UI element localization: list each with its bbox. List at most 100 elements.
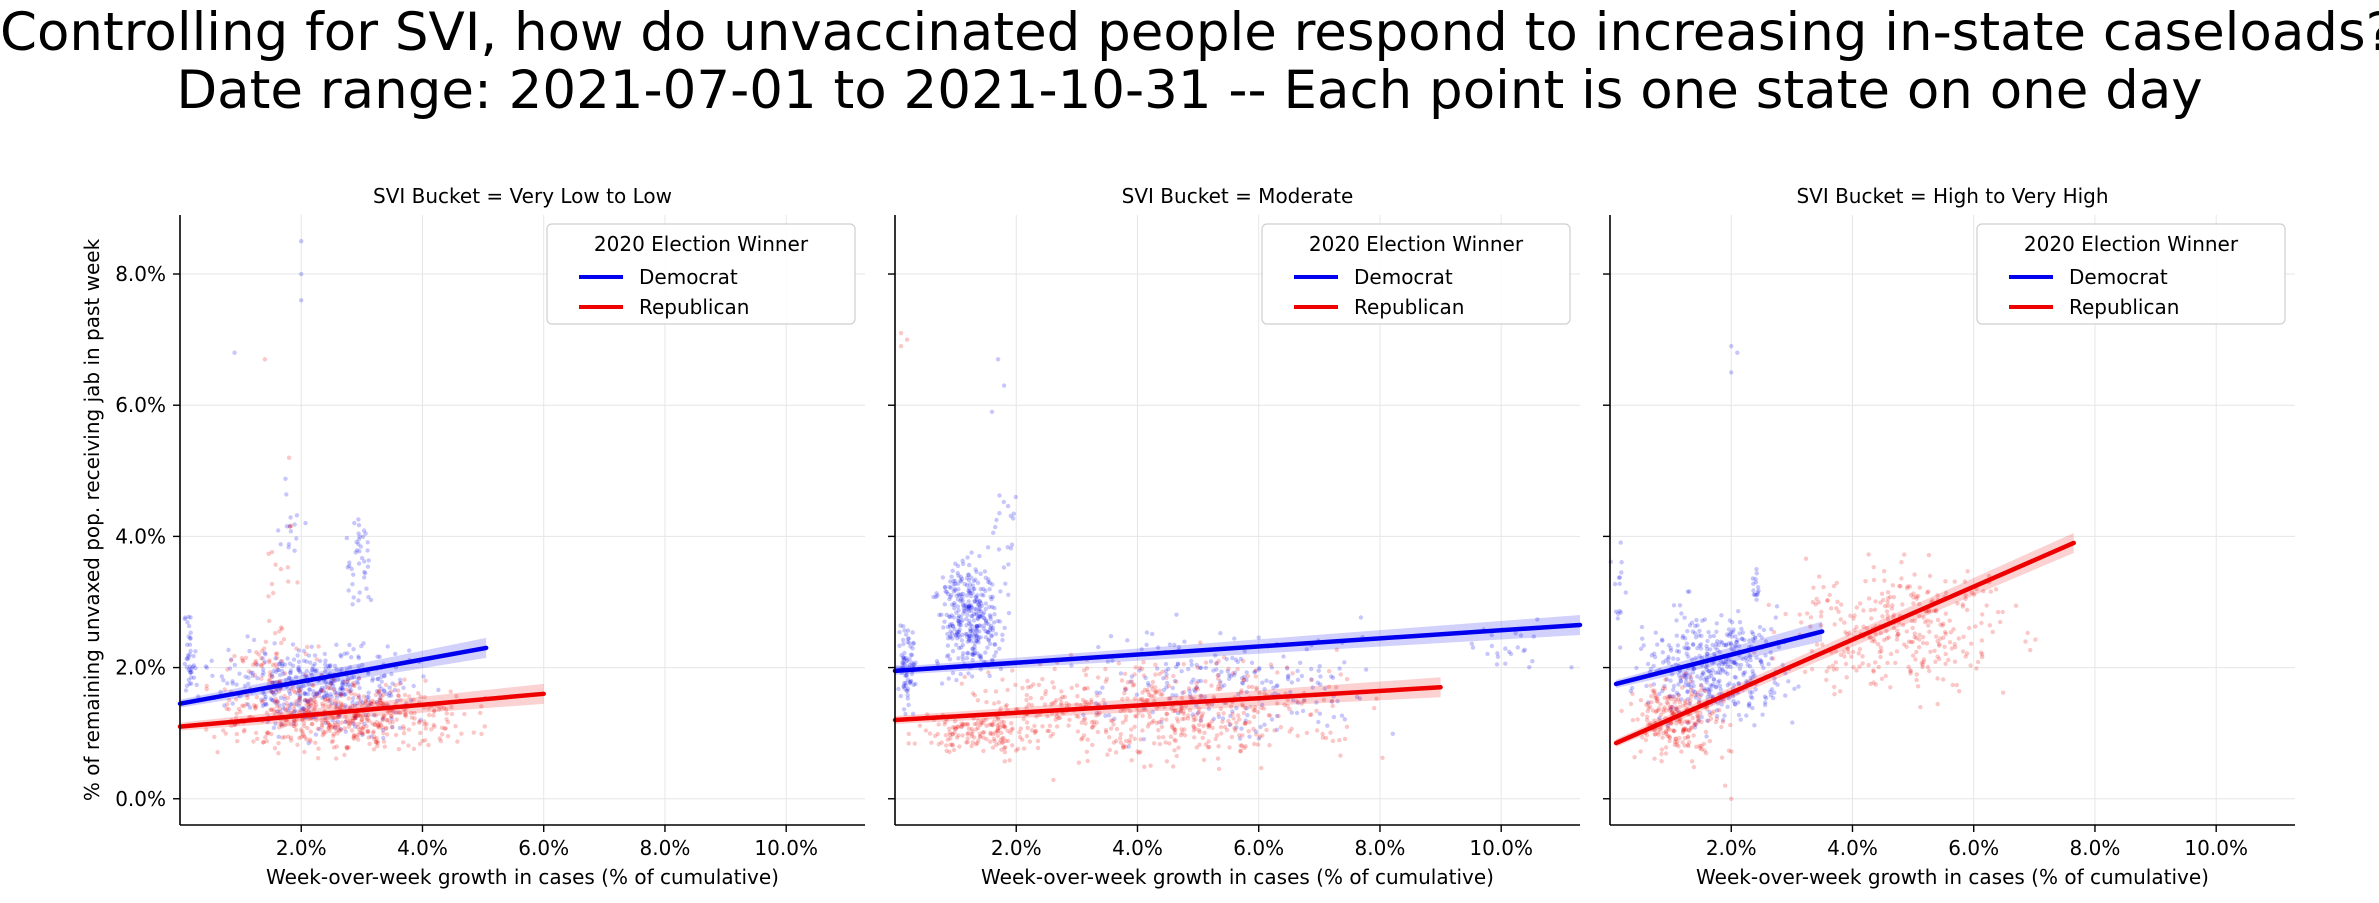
scatter-point [351, 733, 357, 739]
scatter-point [353, 724, 358, 729]
scatter-point [962, 581, 968, 587]
scatter-point [1640, 636, 1645, 641]
scatter-point [398, 697, 403, 702]
scatter-point [1110, 658, 1115, 663]
x-tick-label: 6.0% [1233, 836, 1284, 860]
scatter-point [340, 682, 345, 688]
scatter-point [965, 740, 970, 745]
scatter-point [990, 732, 996, 737]
scatter-point [1189, 658, 1194, 664]
scatter-point [1051, 777, 1056, 783]
scatter-point [1178, 733, 1184, 738]
scatter-point [980, 730, 986, 735]
scatter-point [1199, 694, 1204, 699]
scatter-point [933, 594, 939, 600]
scatter-point [1129, 674, 1135, 679]
scatter-point [1363, 667, 1369, 672]
scatter-point [969, 550, 974, 555]
scatter-point [1153, 685, 1158, 690]
scatter-point [988, 616, 993, 622]
scatter-point [1685, 735, 1691, 740]
scatter-point [1878, 654, 1883, 660]
scatter-point [1876, 664, 1881, 670]
scatter-point [479, 704, 484, 709]
scatter-point [429, 727, 434, 732]
scatter-point [288, 529, 294, 534]
scatter-point [1154, 690, 1159, 695]
scatter-point [311, 706, 316, 711]
scatter-point [391, 709, 396, 715]
scatter-point [1089, 725, 1095, 730]
scatter-point [978, 734, 983, 740]
scatter-point [265, 730, 270, 735]
scatter-point [1911, 653, 1916, 658]
scatter-point [1285, 666, 1290, 671]
scatter-point [478, 710, 483, 716]
scatter-point [1750, 705, 1755, 711]
scatter-point [990, 658, 995, 663]
scatter-point [312, 694, 317, 700]
scatter-point [1744, 713, 1749, 718]
scatter-point [942, 602, 947, 607]
scatter-point [1741, 672, 1746, 678]
scatter-point [952, 602, 957, 608]
scatter-point [1191, 677, 1196, 682]
scatter-point [308, 670, 314, 676]
scatter-point [1264, 727, 1269, 733]
scatter-point [977, 553, 982, 559]
scatter-point [1240, 676, 1245, 681]
scatter-point [274, 690, 279, 695]
scatter-point [1660, 650, 1666, 655]
scatter-point [367, 718, 372, 724]
scatter-point [251, 637, 257, 643]
scatter-point [952, 600, 957, 606]
scatter-point [1002, 724, 1007, 729]
scatter-point [345, 717, 350, 723]
scatter-point [1704, 680, 1709, 685]
scatter-point [1354, 694, 1360, 700]
scatter-point [969, 733, 974, 739]
scatter-point [1247, 734, 1252, 739]
scatter-point [323, 669, 328, 674]
scatter-point [401, 685, 406, 690]
scatter-point [367, 741, 372, 747]
scatter-point [1174, 679, 1179, 684]
scatter-point [905, 696, 910, 701]
scatter-point [1753, 576, 1758, 582]
scatter-point [1699, 687, 1704, 693]
scatter-point [423, 726, 428, 731]
scatter-point [1228, 674, 1234, 679]
scatter-point [977, 731, 983, 736]
scatter-point [989, 634, 994, 639]
scatter-point [282, 735, 287, 740]
scatter-point [1124, 687, 1129, 692]
scatter-point [318, 658, 323, 664]
scatter-point [1689, 759, 1695, 764]
scatter-point [1819, 609, 1824, 615]
scatter-point [1790, 720, 1795, 725]
scatter-point [1896, 632, 1901, 637]
scatter-point [1868, 681, 1873, 686]
scatter-point [1268, 679, 1274, 685]
scatter-point [1191, 723, 1196, 729]
scatter-point [1026, 685, 1031, 690]
scatter-point [272, 699, 277, 704]
scatter-point [1768, 693, 1774, 698]
scatter-point [1918, 704, 1923, 710]
scatter-point [250, 670, 255, 675]
scatter-point [1714, 716, 1720, 722]
scatter-point [947, 584, 952, 590]
scatter-point [397, 725, 403, 731]
scatter-point [1951, 627, 1956, 632]
scatter-point [1056, 715, 1061, 721]
scatter-point [949, 631, 955, 636]
scatter-point [969, 674, 975, 679]
scatter-point [1915, 593, 1921, 599]
scatter-point [1245, 674, 1251, 679]
scatter-point [424, 722, 429, 727]
x-tick-label: 4.0% [397, 836, 448, 860]
scatter-point [960, 591, 966, 597]
scatter-point [965, 639, 970, 644]
scatter-point [267, 658, 272, 663]
scatter-point [1252, 705, 1258, 710]
